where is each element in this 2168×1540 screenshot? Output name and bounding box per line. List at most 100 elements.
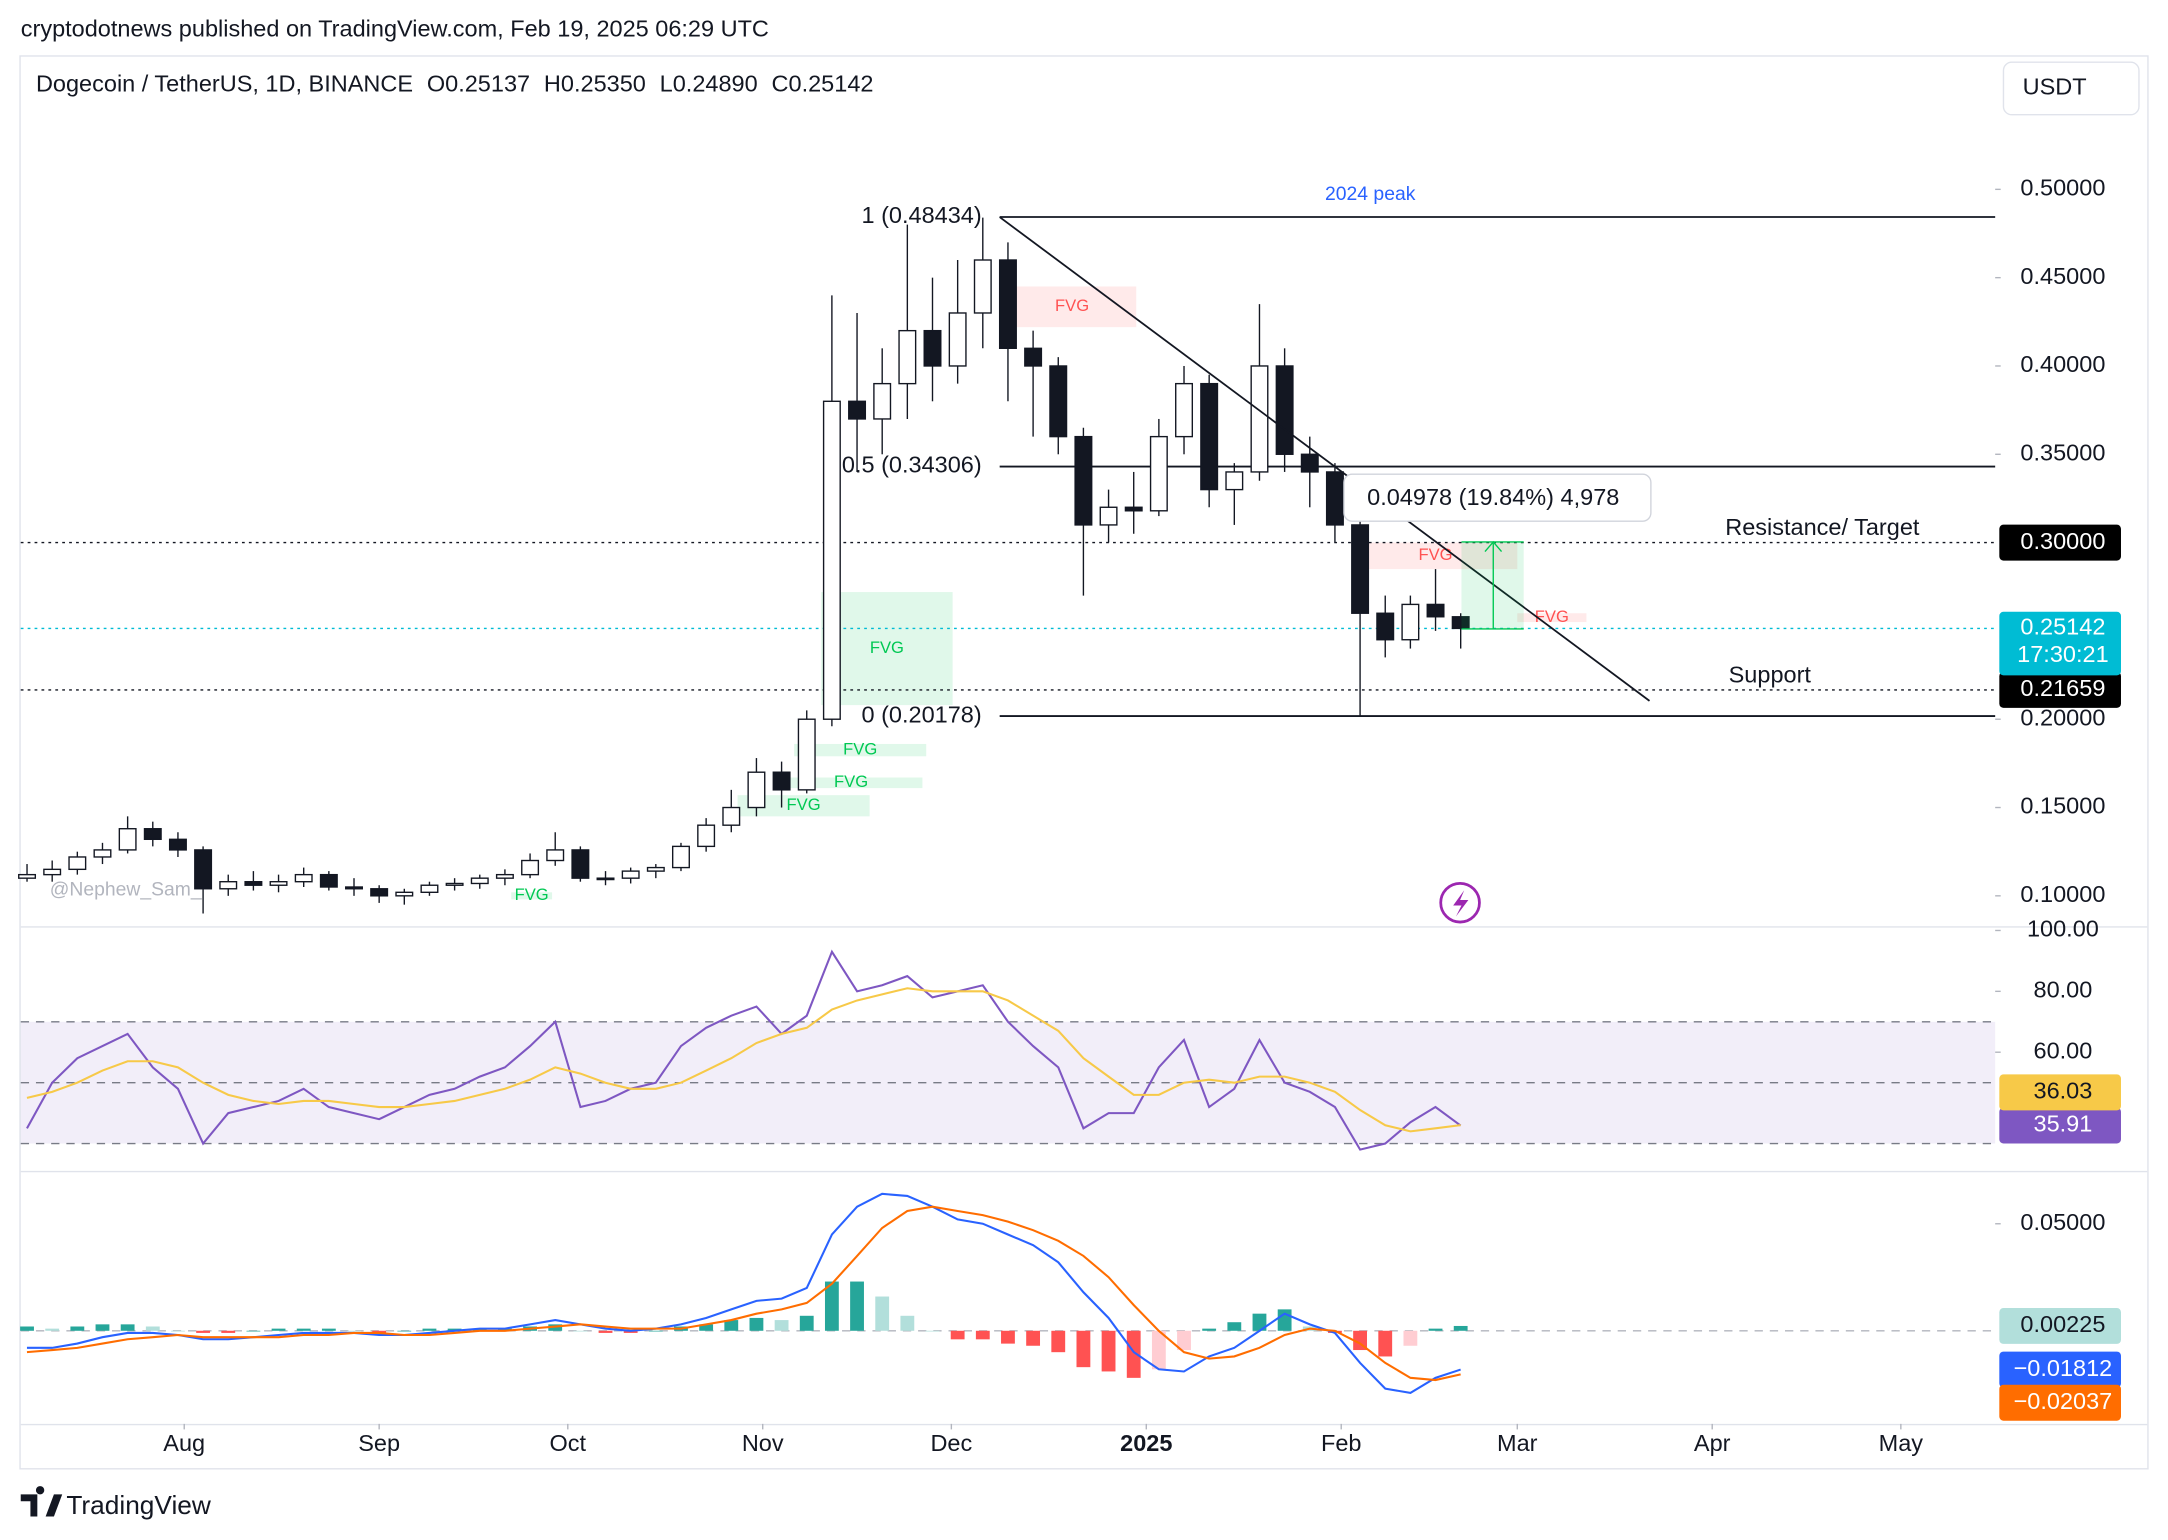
macd-histogram-bar — [824, 1281, 839, 1331]
macd-histogram-bar — [422, 1328, 437, 1331]
alert-icon-bolt[interactable] — [1453, 890, 1469, 917]
candle-body — [1049, 365, 1068, 438]
annotations: 0.04978 (19.84%) 4,978 2024 peak @Nephew… — [50, 183, 1652, 924]
price-badge — [1999, 1351, 2121, 1388]
currency-button[interactable] — [2002, 61, 2140, 116]
macd-histogram-bar — [120, 1324, 135, 1331]
measure-arrowhead — [1484, 540, 1503, 553]
price-badge-label: 0.21659 — [2020, 675, 2105, 701]
macd-histogram-bar — [749, 1317, 764, 1331]
candle-body — [43, 868, 62, 876]
y-tick-label: 0.10000 — [2020, 881, 2105, 907]
macd-histogram-bar — [850, 1281, 864, 1331]
macd-histogram-bar — [699, 1324, 714, 1331]
candle-body — [1451, 616, 1470, 630]
candle-body — [1074, 435, 1093, 526]
macd-histogram-bar — [648, 1330, 663, 1332]
y-tick-label: 0.20000 — [2020, 704, 2105, 730]
candle-body — [294, 873, 313, 883]
candle-body — [1401, 603, 1420, 641]
macd-histogram-bar — [472, 1328, 487, 1331]
level-text: Support — [1729, 661, 1812, 687]
x-tick-label: Feb — [1321, 1430, 1362, 1456]
symbol-title: Dogecoin / TetherUS, 1D, BINANCE — [36, 71, 413, 97]
price-badge — [1999, 1307, 2121, 1344]
x-tick-label: Sep — [358, 1430, 400, 1456]
footer-brand: TradingView — [66, 1490, 212, 1520]
fvg-zone — [1353, 542, 1518, 570]
x-tick-label: May — [1879, 1430, 1924, 1456]
x-tick-label: Dec — [930, 1430, 972, 1456]
price-badge — [1999, 1074, 2121, 1111]
macd-histogram-bar — [975, 1330, 990, 1340]
ohlc-close: C0.25142 — [772, 71, 874, 97]
marks: Aug Sep Oct Nov Dec 2025 Feb Mar Apr May 0.50000 0.… — [18, 175, 2121, 1456]
y-tick-label: 0.40000 — [2020, 351, 2105, 377]
fib-label: 0 (0.20178) — [861, 701, 981, 727]
macd-histogram-bar — [774, 1320, 789, 1331]
price-badge-label: 0.30000 — [2020, 528, 2105, 554]
measure-label: 0.04978 (19.84%) 4,978 — [1367, 484, 1619, 510]
candle-body — [621, 870, 640, 879]
candle-body — [772, 771, 791, 791]
macd-histogram-bar — [498, 1328, 512, 1331]
fvg-zone — [1517, 613, 1587, 623]
candle-body — [797, 718, 816, 791]
candle-body — [697, 824, 716, 848]
price-badge-label: −0.02037 — [2014, 1388, 2113, 1414]
fib-label: 0.5 (0.34306) — [842, 452, 982, 478]
candle-body — [370, 888, 389, 897]
macd-histogram-bar — [724, 1320, 739, 1331]
x-tick-label: Apr — [1694, 1430, 1731, 1456]
series-line — [26, 987, 1461, 1133]
candle-body — [1124, 506, 1143, 512]
macd-histogram-bar — [1126, 1330, 1141, 1378]
candle-body — [1099, 506, 1118, 526]
y-tick-label: 100.00 — [2027, 916, 2099, 942]
candle-body — [596, 877, 615, 881]
fvg-zone — [1007, 286, 1137, 328]
fvg-label: FVG — [787, 795, 821, 814]
candle-body — [822, 400, 841, 720]
price-badge — [1999, 1107, 2121, 1144]
candle-body — [1250, 365, 1269, 473]
macd-histogram-bar — [1403, 1330, 1418, 1346]
macd-histogram-bar — [296, 1328, 311, 1331]
candle-body — [420, 884, 439, 893]
candle-body — [923, 329, 942, 367]
candle-body — [143, 828, 162, 841]
fvg-label: FVG — [834, 772, 868, 791]
candle-body — [118, 828, 137, 851]
macd-histogram-bar — [246, 1330, 261, 1332]
macd-histogram-bar — [447, 1328, 462, 1331]
fib-label: 1 (0.48434) — [861, 202, 981, 228]
candle-body — [194, 849, 213, 890]
fvg-zone — [821, 592, 953, 706]
candle-body — [521, 859, 540, 876]
fvg-label: FVG — [1418, 545, 1452, 564]
candle-body — [546, 849, 565, 862]
measure-label-box — [1343, 473, 1652, 522]
trend-line — [999, 216, 1651, 702]
candle-body — [68, 856, 87, 871]
candle-body — [1175, 382, 1194, 438]
macd-histogram-bar — [95, 1324, 110, 1331]
macd-histogram-bar — [1177, 1330, 1191, 1351]
fvg-label: FVG — [843, 739, 877, 758]
macd-histogram-bar — [70, 1326, 85, 1331]
series-line — [26, 1205, 1461, 1382]
macd-histogram-bar — [598, 1330, 613, 1333]
candle-body — [873, 382, 892, 420]
macd-histogram-bar — [1151, 1330, 1166, 1370]
ohlc-low: L0.24890 — [660, 71, 758, 97]
macd-histogram-bar — [171, 1330, 185, 1332]
fvg-zone — [779, 777, 923, 789]
ohlc-high: H0.25350 — [544, 71, 646, 97]
peak-label: 2024 peak — [1325, 183, 1416, 205]
macd-histogram-bar — [1076, 1330, 1091, 1368]
macd-histogram-bar — [1227, 1322, 1242, 1331]
macd-histogram-bar — [1202, 1328, 1217, 1331]
currency-label[interactable]: USDT — [2023, 74, 2087, 100]
x-tick-label: Aug — [163, 1430, 205, 1456]
x-tick-label: Nov — [742, 1430, 784, 1456]
